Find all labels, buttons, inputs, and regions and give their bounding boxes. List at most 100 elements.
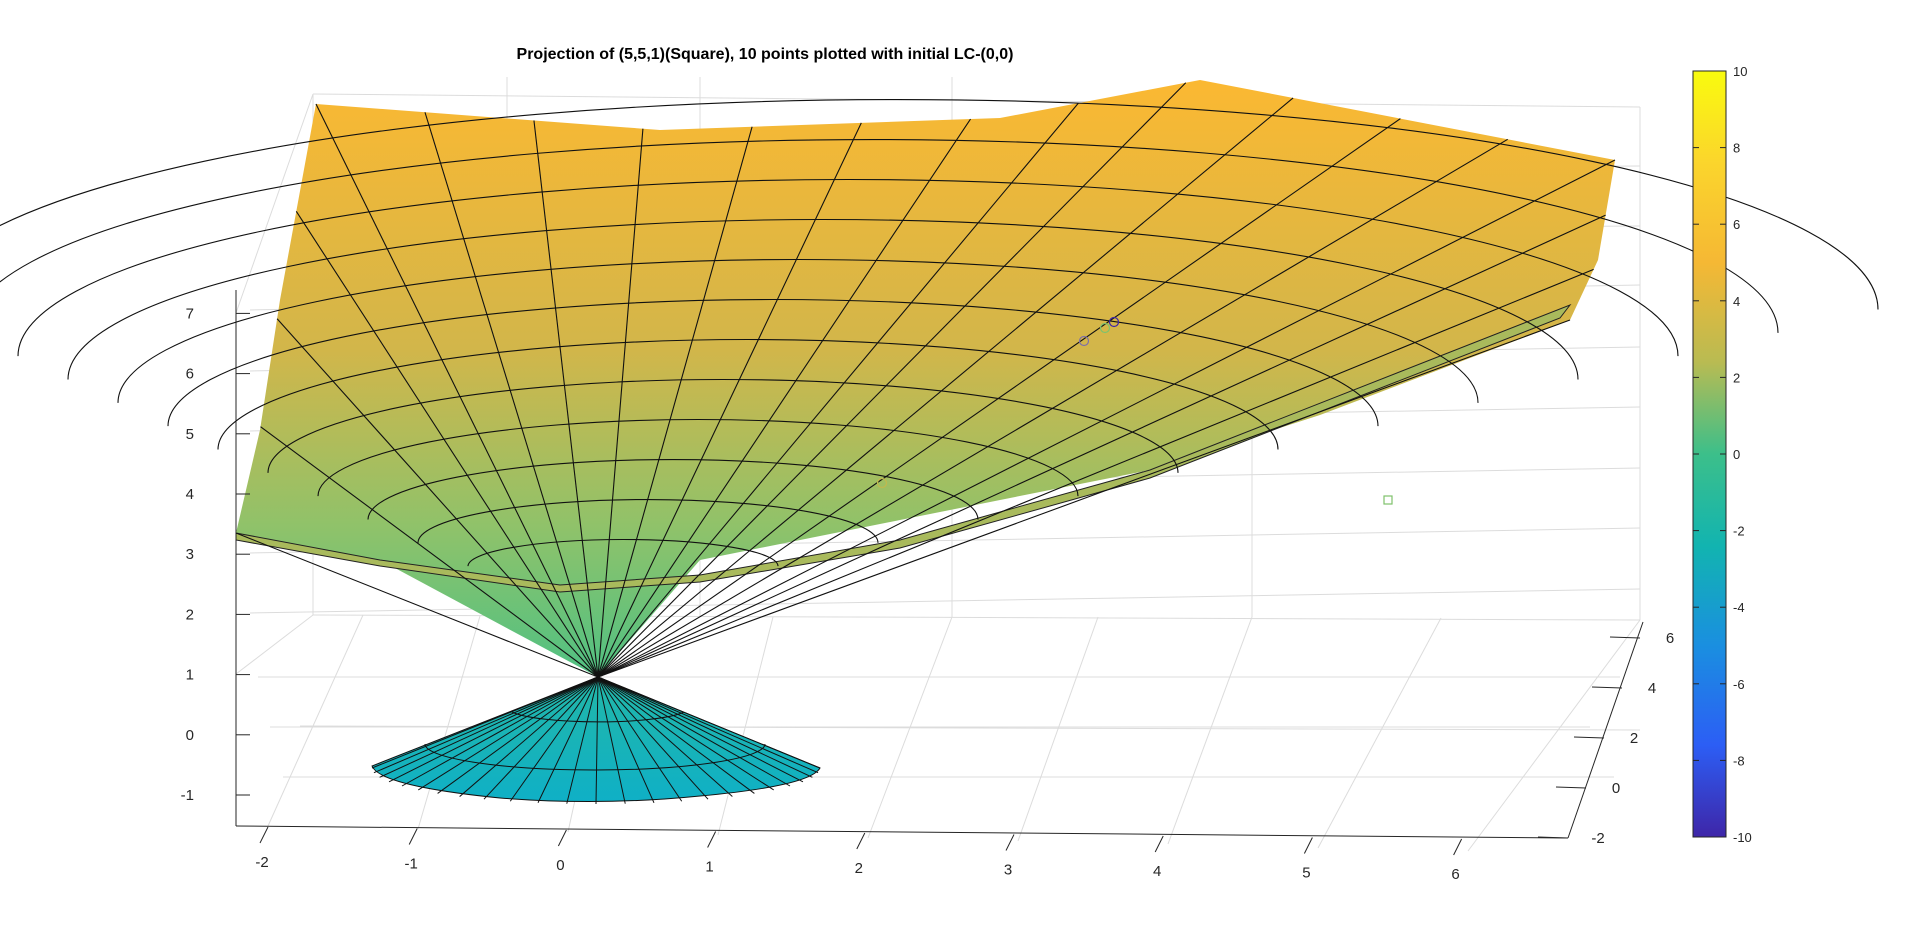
colorbar-tick-label: 6 (1733, 217, 1740, 232)
mesh-line (597, 102, 1079, 678)
cone-mesh-line (371, 676, 599, 769)
x-tick-label: -2 (255, 854, 268, 871)
colorbar-ticks: 10 8 6 4 2 0 -2 -4 -6 -8 -10 (1693, 64, 1752, 845)
y-tick-mark (1591, 686, 1623, 689)
x-tick-mark (408, 828, 418, 845)
x-axis-ticks: -2 -1 0 1 2 3 4 5 6 (255, 826, 1463, 883)
cone-mesh-line (537, 676, 599, 803)
colorbar-tick-label: -4 (1733, 600, 1745, 615)
x-tick-mark (1154, 835, 1164, 853)
z-axis-ticks: -1 0 1 2 3 4 5 6 7 (181, 305, 250, 804)
mesh-line (424, 112, 599, 678)
colorbar-tick-label: 10 (1733, 64, 1747, 79)
colorbar-tick-label: 4 (1733, 294, 1740, 309)
x-tick-mark (707, 831, 717, 848)
cone-mesh-line (483, 676, 599, 800)
chart-title: Projection of (5,5,1)(Square), 10 points… (516, 46, 1014, 63)
x-tick-mark (1303, 837, 1313, 854)
mesh-ring (417, 498, 879, 543)
z-tick-label: -1 (181, 787, 194, 804)
cone-mesh-line (509, 676, 599, 802)
cone-mesh-line (597, 676, 804, 783)
mesh-line (597, 82, 1187, 678)
cone-mesh-line (597, 676, 813, 778)
x-tick-label: 4 (1153, 863, 1161, 880)
y-tick-mark (1555, 786, 1587, 789)
mesh-line (597, 214, 1606, 678)
cone-mesh-line (373, 676, 599, 774)
mesh-line (533, 120, 599, 678)
x-tick-mark (259, 826, 269, 844)
surface-mesh (0, 82, 1879, 678)
y-tick-label: 6 (1666, 630, 1674, 647)
cone-mesh-line (597, 676, 774, 791)
lower-cone (371, 676, 821, 805)
data-points (876, 316, 1393, 505)
z-tick-label: 7 (186, 305, 194, 322)
colorbar-tick-label: -10 (1733, 830, 1752, 845)
data-point (1099, 322, 1111, 334)
mesh-ring (17, 178, 1679, 357)
x-tick-label: -1 (405, 856, 418, 873)
mesh-line (597, 268, 1594, 678)
x-tick-mark (557, 829, 567, 847)
x-tick-mark (856, 832, 866, 850)
colorbar-tick-label: 8 (1733, 141, 1740, 156)
cone-mesh-line (566, 676, 599, 804)
mesh-ring (317, 418, 1079, 497)
x-tick-label: 2 (855, 860, 863, 877)
mesh-ring (167, 298, 1379, 427)
mesh-ring (0, 138, 1779, 333)
mesh-line (597, 128, 644, 678)
mesh-line (235, 532, 599, 678)
cone-mesh-line (595, 676, 599, 805)
cone-mesh-line (437, 676, 599, 794)
mesh-ring (217, 338, 1279, 450)
cone-mesh-line (401, 676, 599, 787)
y-tick-label: 4 (1648, 680, 1656, 697)
mesh-line (295, 211, 599, 678)
cone-mesh-line (597, 676, 821, 769)
z-tick-label: 1 (186, 667, 194, 684)
z-tick-label: 5 (186, 426, 194, 443)
y-tick-mark (1609, 636, 1641, 639)
cone-mesh-line (597, 676, 791, 787)
data-point (1383, 495, 1393, 505)
colorbar: 10 8 6 4 2 0 -2 -4 -6 -8 -10 (1692, 64, 1752, 845)
cone-mesh-line (597, 676, 626, 804)
y-tick-mark (1573, 736, 1605, 739)
colorbar-tick-label: 2 (1733, 370, 1740, 385)
y-tick-label: 0 (1612, 780, 1620, 797)
x-tick-mark (1453, 838, 1463, 856)
mesh-ring (0, 98, 1879, 310)
x-tick-label: 3 (1004, 862, 1012, 879)
z-tick-label: 2 (186, 606, 194, 623)
cone-mesh-line (597, 676, 655, 803)
y-axis-ticks: -2 0 2 4 6 (1537, 630, 1674, 847)
cone-mesh-line (418, 676, 599, 791)
mesh-line (260, 426, 599, 678)
colorbar-tick-label: -6 (1733, 677, 1745, 692)
z-tick-label: 3 (186, 546, 194, 563)
mesh-line (597, 159, 1616, 678)
cone-mesh-line (379, 676, 599, 778)
mesh-line (597, 118, 1401, 678)
y-tick-label: -2 (1591, 830, 1604, 847)
mesh-ring (67, 218, 1579, 380)
mesh-ring (467, 538, 779, 567)
cone-mesh-line (388, 676, 599, 783)
cone-mesh-line (597, 676, 819, 774)
y-tick-label: 2 (1630, 730, 1638, 747)
x-tick-mark (1005, 834, 1015, 851)
z-tick-label: 0 (186, 727, 194, 744)
x-tick-label: 0 (556, 857, 564, 874)
y-tick-mark (1537, 836, 1569, 839)
colorbar-tick-label: -8 (1733, 753, 1745, 768)
cone-mesh-line (597, 676, 755, 794)
data-point (1108, 316, 1120, 328)
cone-mesh-line (597, 676, 683, 802)
z-tick-label: 4 (186, 486, 194, 503)
mesh-line (315, 103, 599, 678)
mesh-line (276, 318, 599, 678)
